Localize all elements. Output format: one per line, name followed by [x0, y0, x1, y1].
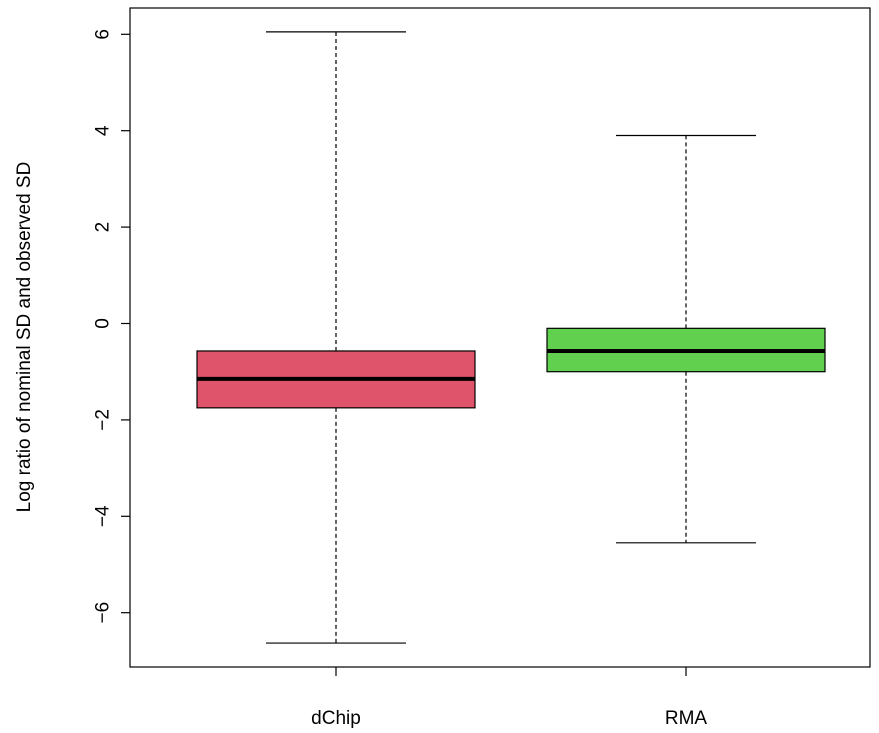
box-dchip [196, 31, 476, 644]
y-tick-label: −4 [93, 505, 114, 527]
y-tick-label: 2 [93, 222, 114, 233]
plot-frame [129, 7, 871, 668]
y-tick-label: −6 [93, 602, 114, 624]
x-tick-label: RMA [665, 708, 708, 729]
y-tick-label: 4 [93, 125, 114, 136]
y-tick-label: −2 [93, 409, 114, 431]
y-tick-label: 6 [93, 29, 114, 40]
box-series [196, 31, 826, 644]
x-axis: dChip RMA [311, 667, 707, 729]
y-tick-label: 0 [93, 318, 114, 329]
x-tick-label: dChip [311, 708, 361, 729]
y-axis: −6 −4 −2 0 2 4 6 [93, 29, 130, 624]
y-axis-title: Log ratio of nominal SD and observed SD [14, 162, 35, 513]
box-rma [546, 134, 826, 544]
